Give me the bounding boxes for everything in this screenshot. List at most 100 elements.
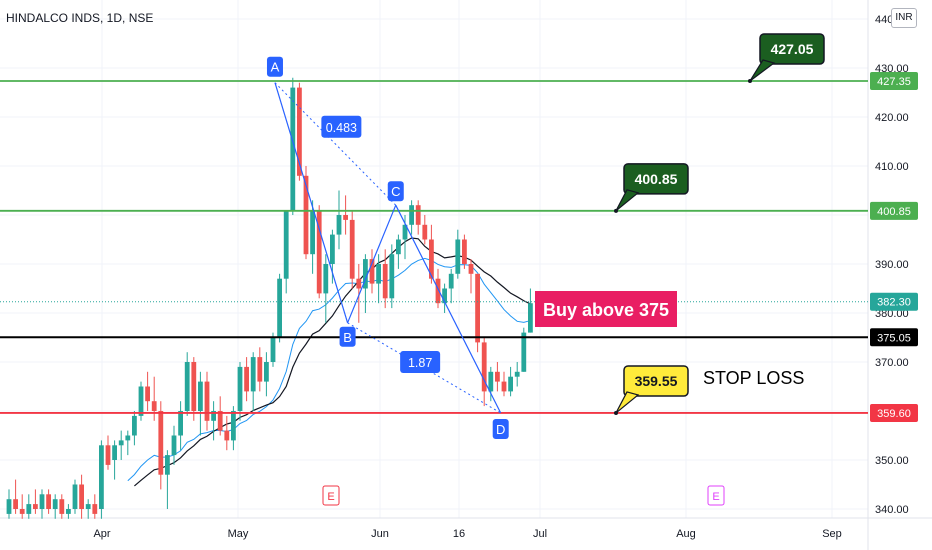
candle-body xyxy=(178,411,183,436)
candle-body xyxy=(19,509,25,514)
candle-body xyxy=(508,376,513,392)
candle-body xyxy=(521,332,527,372)
candle-body xyxy=(481,342,487,392)
y-tick-label: 370.00 xyxy=(875,357,909,369)
earnings-marker: E xyxy=(327,491,334,503)
callout-box xyxy=(623,365,689,397)
candle-body xyxy=(528,303,533,333)
buy-annotation: Buy above 375 xyxy=(543,300,669,320)
price-axis-label-bg xyxy=(870,328,918,347)
y-tick-label: 340.00 xyxy=(875,504,909,516)
candle-body xyxy=(211,411,216,421)
price-axis-label: 359.60 xyxy=(877,408,911,420)
candle-body xyxy=(514,371,520,377)
candle-body xyxy=(184,362,190,411)
price-axis-label-bg xyxy=(870,71,918,90)
callout-pointer xyxy=(749,59,776,82)
y-tick-label: 380.00 xyxy=(875,308,909,320)
candle-body xyxy=(158,411,164,475)
callout-box xyxy=(759,33,825,65)
pattern-point-c: C xyxy=(391,184,400,199)
x-tick-label: 16 xyxy=(453,528,465,540)
pattern-leg xyxy=(274,82,349,323)
candle-body xyxy=(59,499,65,514)
price-axis-label-bg xyxy=(870,292,918,311)
candle-body xyxy=(356,278,362,289)
candle-body xyxy=(270,337,276,362)
candle-body xyxy=(52,499,58,509)
candle-body xyxy=(323,264,329,294)
candle-body xyxy=(46,494,51,509)
candle-body xyxy=(376,264,381,284)
x-tick-label: Aug xyxy=(676,528,696,540)
candle-body xyxy=(402,224,408,240)
candle-body xyxy=(26,504,32,514)
candle-body xyxy=(462,239,467,264)
candle-body xyxy=(244,366,249,392)
pattern-ratio-label: 1.87 xyxy=(408,356,432,370)
pattern-point-a: A xyxy=(271,60,280,75)
symbol-title: HINDALCO INDS, 1D, NSE xyxy=(6,11,154,25)
buy-annotation-bg xyxy=(535,291,677,327)
candle-body xyxy=(297,87,302,176)
x-tick-label: Jun xyxy=(371,528,389,540)
candle-body xyxy=(310,210,315,255)
candle-body xyxy=(475,273,480,343)
callout-anchor xyxy=(748,78,752,83)
candle-body xyxy=(468,264,474,274)
price-axis-label-bg xyxy=(870,201,918,220)
candle-body xyxy=(13,499,18,509)
pattern-leg xyxy=(347,204,397,324)
candle-body xyxy=(382,264,388,299)
candle-body xyxy=(264,362,269,382)
candle-body xyxy=(33,504,38,509)
earnings-marker: E xyxy=(712,491,719,503)
callout-label: 427.05 xyxy=(771,41,814,57)
candle-body xyxy=(217,411,223,431)
candle-body xyxy=(349,219,355,279)
price-axis-label-bg xyxy=(870,403,918,422)
currency-button[interactable]: INR xyxy=(891,8,917,28)
candle-body xyxy=(277,278,282,338)
callout-label: 400.85 xyxy=(635,171,678,187)
candle-body xyxy=(336,215,342,235)
candle-body xyxy=(250,357,256,392)
callout-box xyxy=(623,163,689,195)
callout-label: 359.55 xyxy=(635,373,678,389)
pattern-point-badge xyxy=(492,418,509,439)
candle-body xyxy=(442,288,447,304)
candle-body xyxy=(501,381,507,392)
candle-body xyxy=(435,278,441,304)
x-tick-label: Jul xyxy=(533,528,547,540)
candle-body xyxy=(145,386,150,402)
stop-loss-annotation: STOP LOSS xyxy=(703,368,804,388)
candle-body xyxy=(6,499,12,514)
candles xyxy=(6,77,533,519)
earnings-marker-box xyxy=(707,485,725,506)
candle-body xyxy=(85,504,91,509)
candle-body xyxy=(132,415,137,436)
pattern-point-d: D xyxy=(496,422,505,437)
pattern-point-badge xyxy=(266,56,283,77)
grid xyxy=(0,0,868,518)
candle-body xyxy=(257,357,263,382)
candle-body xyxy=(369,259,375,284)
callout-pointer xyxy=(615,189,640,212)
pattern-retrace-ac xyxy=(274,82,397,206)
candle-body xyxy=(204,381,210,421)
pattern-point-badge xyxy=(339,326,356,347)
callout-anchor xyxy=(614,410,618,415)
x-tick-label: May xyxy=(228,528,249,540)
price-axis-label: 375.05 xyxy=(877,332,911,344)
candle-body xyxy=(396,239,401,255)
y-tick-label: 420.00 xyxy=(875,112,909,124)
candle-body xyxy=(224,430,230,441)
pattern-ratio-label: 0.483 xyxy=(326,121,357,135)
candle-body xyxy=(330,234,335,264)
y-tick-label: 390.00 xyxy=(875,259,909,271)
candle-body xyxy=(448,273,454,289)
candle-body xyxy=(455,239,461,274)
earnings-marker-box xyxy=(322,485,340,506)
candle-body xyxy=(303,175,309,255)
